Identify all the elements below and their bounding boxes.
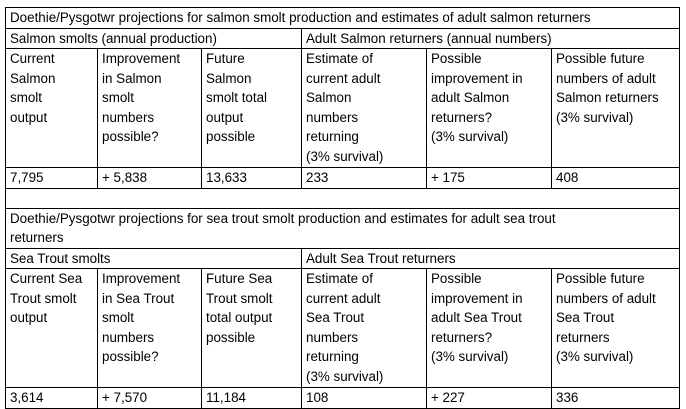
table-cell: 3,614 xyxy=(5,387,98,409)
sea-trout-table-title: Doethie/Pysgotwr projections for sea tro… xyxy=(4,207,681,249)
table-cell: + 5,838 xyxy=(97,167,202,189)
section-spacer xyxy=(4,187,681,209)
sea-trout-group-row: Sea Trout smolts Adult Sea Trout returne… xyxy=(5,247,681,269)
salmon-table-title: Doethie/Pysgotwr projections for salmon … xyxy=(4,7,681,29)
salmon-values-row: 7,795 + 5,838 13,633 233 + 175 408 xyxy=(5,167,681,189)
salmon-group-row: Salmon smolts (annual production) Adult … xyxy=(5,27,681,49)
salmon-smolts-group-header: Salmon smolts (annual production) xyxy=(5,27,302,49)
projections-table: Doethie/Pysgotwr projections for salmon … xyxy=(4,7,681,409)
table-cell: 108 xyxy=(301,387,427,409)
column-header: Improvement in Salmon smolt numbers poss… xyxy=(97,48,202,168)
salmon-header-row: Current Salmon smolt output Improvement … xyxy=(5,48,681,168)
column-header: Possible future numbers of adult Salmon … xyxy=(550,48,681,168)
column-header: Improvement in Sea Trout smolt numbers p… xyxy=(97,268,202,388)
column-header: Possible improvement in adult Sea Trout … xyxy=(426,268,552,388)
column-header: Possible future numbers of adult Sea Tro… xyxy=(550,268,681,388)
table-cell: 7,795 xyxy=(5,167,98,189)
table-cell: 11,184 xyxy=(201,387,302,409)
column-header: Future Sea Trout smolt total output poss… xyxy=(201,268,302,388)
sea-trout-header-row: Current Sea Trout smolt output Improveme… xyxy=(5,268,681,388)
column-header: Possible improvement in adult Salmon ret… xyxy=(426,48,552,168)
table-cell: 233 xyxy=(301,167,427,189)
table-cell: + 227 xyxy=(426,387,552,409)
table-cell: 13,633 xyxy=(201,167,302,189)
salmon-title-row: Doethie/Pysgotwr projections for salmon … xyxy=(4,7,681,29)
column-header: Current Salmon smolt output xyxy=(5,48,98,168)
spacer-cell xyxy=(4,187,681,209)
column-header: Future Salmon smolt total output possibl… xyxy=(201,48,302,168)
column-header: Estimate of current adult Sea Trout numb… xyxy=(301,268,427,388)
column-header: Estimate of current adult Salmon numbers… xyxy=(301,48,427,168)
salmon-adults-group-header: Adult Salmon returners (annual numbers) xyxy=(300,27,681,49)
sea-trout-title-row: Doethie/Pysgotwr projections for sea tro… xyxy=(4,207,681,249)
sea-trout-adults-group-header: Adult Sea Trout returners xyxy=(300,247,681,269)
table-cell: + 175 xyxy=(426,167,552,189)
sea-trout-values-row: 3,614 + 7,570 11,184 108 + 227 336 xyxy=(5,387,681,409)
table-cell: 408 xyxy=(550,167,681,189)
column-header: Current Sea Trout smolt output xyxy=(5,268,98,388)
table-cell: 336 xyxy=(550,387,681,409)
table-cell: + 7,570 xyxy=(97,387,202,409)
sea-trout-smolts-group-header: Sea Trout smolts xyxy=(5,247,302,269)
